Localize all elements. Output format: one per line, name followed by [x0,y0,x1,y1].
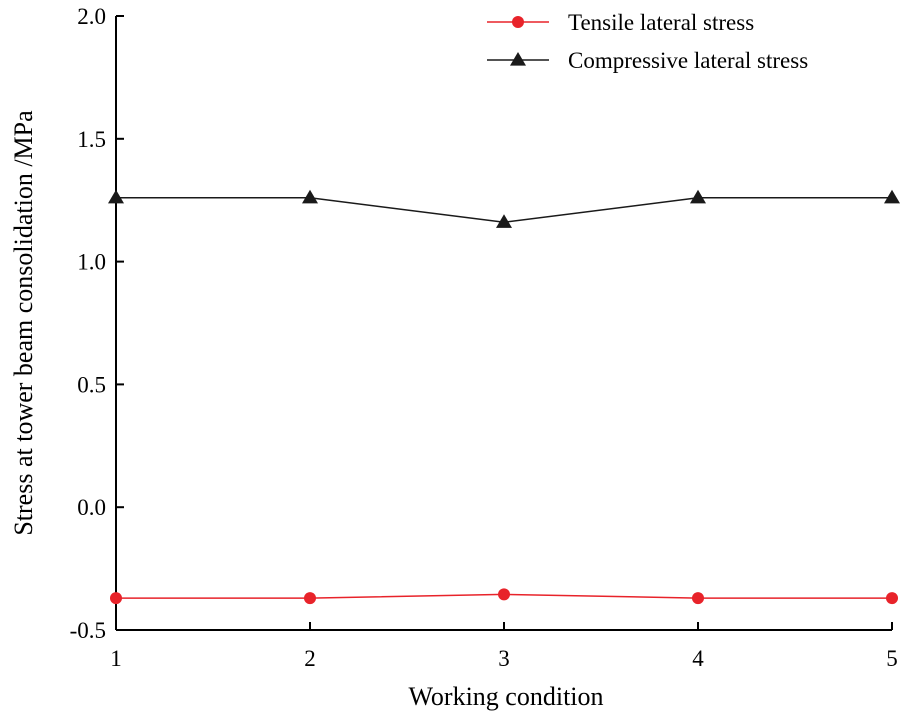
y-tick-label: 2.0 [77,4,106,29]
legend-label-tensile: Tensile lateral stress [568,10,754,35]
x-tick-label: 1 [110,646,122,671]
legend-marker-compressive [510,52,526,66]
data-point-compressive [302,189,318,204]
y-axis-title: Stress at tower beam consolidation /MPa [9,110,38,536]
legend: Tensile lateral stress Compressive latera… [487,10,808,73]
x-axis-title: Working condition [408,682,603,711]
data-point-compressive [108,189,124,204]
data-point-tensile [110,592,122,605]
data-point-tensile [304,592,316,605]
series-layer [108,189,900,605]
y-tick-label: -0.5 [70,618,106,643]
x-tick-label: 3 [498,646,510,671]
data-point-compressive [884,189,900,204]
x-tick-label: 5 [886,646,898,671]
data-point-tensile [886,592,898,605]
y-tick-label: 0.0 [77,495,106,520]
y-tick-label: 1.5 [77,127,106,152]
y-tick-label: 1.0 [77,250,106,275]
axes: -0.5 0.0 0.5 1.0 1.5 2.0 1 2 3 4 5 [70,4,898,671]
series-compressive [108,189,900,228]
y-tick-label: 0.5 [77,372,106,397]
x-tick-label: 4 [692,646,704,671]
data-point-compressive [496,214,512,228]
legend-marker-tensile [512,16,524,28]
series-tensile [110,588,898,605]
legend-label-compressive: Compressive lateral stress [568,48,808,73]
x-tick-label: 2 [304,646,316,671]
data-point-tensile [692,592,704,605]
data-point-tensile [498,588,510,601]
data-point-compressive [690,189,706,204]
